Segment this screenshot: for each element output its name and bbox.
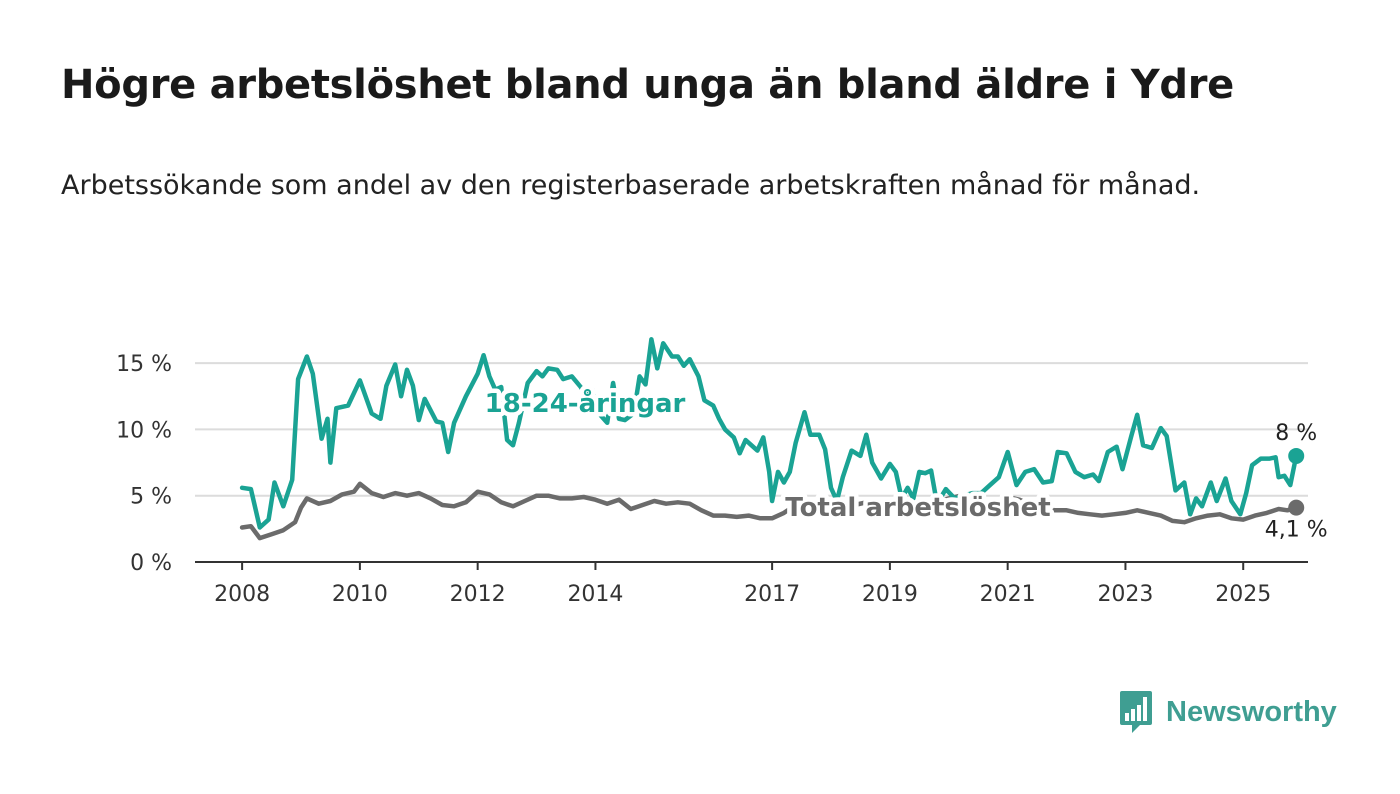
series-label-halo: 18-24-åringar — [485, 387, 686, 419]
series-line-youth — [239, 337, 1299, 530]
x-tick-label: 2008 — [214, 582, 270, 607]
y-tick-label: 5 % — [130, 485, 172, 510]
x-tick-label: 2010 — [332, 582, 388, 607]
end-label-total: 4,1 % — [1265, 518, 1328, 543]
y-tick-label: 10 % — [116, 418, 172, 443]
newsworthy-logo: Newsworthy — [1118, 689, 1337, 735]
x-tick-label: 2025 — [1215, 582, 1271, 607]
series-label-halo: Total arbetslöshet — [785, 493, 1050, 523]
chart-subtitle: Arbetssökande som andel av den registerb… — [61, 170, 1201, 201]
newsworthy-logo-icon — [1118, 689, 1154, 735]
end-dot-youth — [1288, 447, 1305, 464]
newsworthy-logo-text: Newsworthy — [1166, 695, 1337, 728]
x-tick-label: 2019 — [862, 582, 918, 607]
series-label-total: Total arbetslöshet — [785, 493, 1050, 523]
y-tick-label: 15 % — [116, 352, 172, 377]
chart-title: Högre arbetslöshet bland unga än bland ä… — [61, 62, 1234, 108]
x-tick-label: 2014 — [567, 582, 623, 607]
x-tick-label: 2021 — [980, 582, 1036, 607]
x-tick-label: 2023 — [1097, 582, 1153, 607]
y-tick-label: 0 % — [130, 551, 172, 576]
series-label-youth: 18-24-åringar — [485, 387, 686, 419]
x-tick-label: 2012 — [450, 582, 506, 607]
end-label-youth: 8 % — [1275, 421, 1317, 446]
end-dot-total — [1288, 499, 1305, 516]
x-tick-label: 2017 — [744, 582, 800, 607]
series-line-total — [239, 481, 1299, 541]
